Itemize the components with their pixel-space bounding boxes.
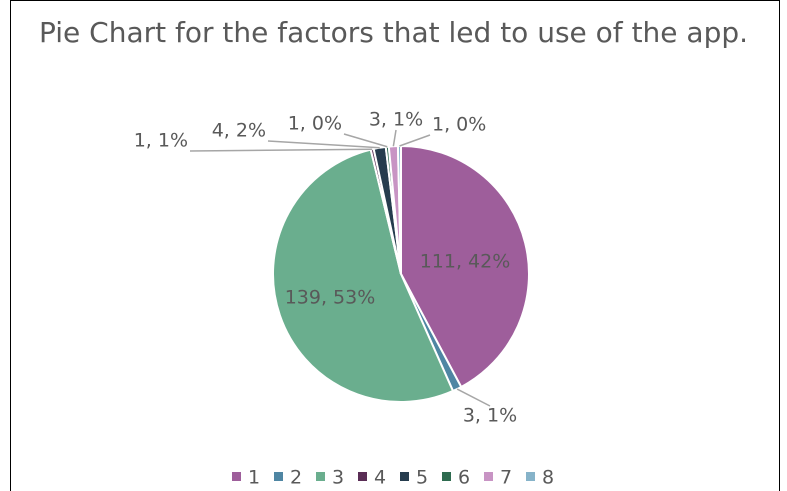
- legend-swatch: [358, 472, 367, 481]
- legend-swatch: [232, 472, 241, 481]
- legend-label: 3: [332, 467, 344, 489]
- data-label: 1, 0%: [432, 114, 486, 136]
- pie-slice: [272, 148, 455, 403]
- leader-line: [392, 129, 397, 147]
- frame: [10, 0, 780, 491]
- legend-label: 5: [416, 467, 428, 489]
- legend-label: 2: [290, 467, 302, 489]
- data-label: 139, 53%: [285, 287, 376, 309]
- legend-label: 7: [500, 467, 512, 489]
- legend-swatch: [526, 472, 535, 481]
- data-label: 1, 0%: [288, 113, 342, 135]
- legend-label: 8: [542, 467, 554, 489]
- leader-line: [456, 388, 491, 407]
- data-label: 111, 42%: [420, 251, 511, 273]
- data-label: 3, 1%: [463, 405, 517, 427]
- data-label: 1, 1%: [134, 130, 188, 152]
- legend-swatch: [400, 472, 409, 481]
- legend-swatch: [484, 472, 493, 481]
- legend-swatch: [442, 472, 451, 481]
- data-label: 4, 2%: [212, 120, 266, 142]
- leader-line: [399, 134, 431, 147]
- pie-slice: [400, 144, 530, 389]
- chart-title: Pie Chart for the factors that led to us…: [38, 16, 749, 49]
- leader-line: [189, 148, 373, 152]
- legend-label: 6: [458, 467, 470, 489]
- legend-swatch: [274, 472, 283, 481]
- leader-line: [343, 133, 388, 148]
- legend-label: 1: [248, 467, 260, 489]
- legend-label: 4: [374, 467, 386, 489]
- data-label: 3, 1%: [369, 109, 423, 131]
- legend-swatch: [316, 472, 325, 481]
- leader-line: [267, 140, 380, 149]
